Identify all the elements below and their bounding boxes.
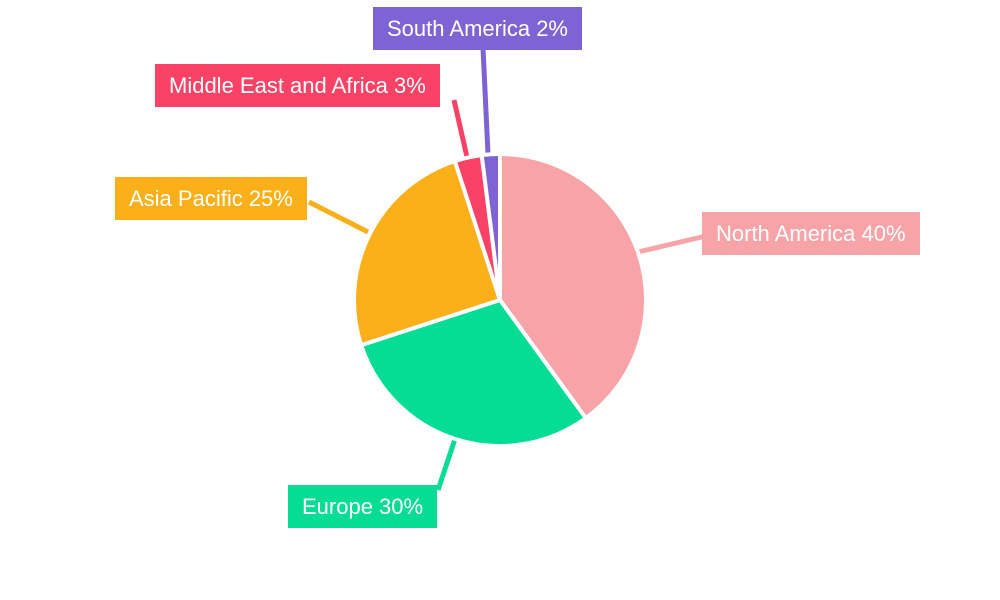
pie-slice-north-america[interactable]	[498, 152, 649, 421]
callout-label-north-america: North America 40%	[702, 212, 920, 255]
callout-label-middle-east-and-africa: Middle East and Africa 3%	[155, 64, 440, 107]
callout-label-europe: Europe 30%	[288, 485, 438, 528]
pie-slice-asia-pacific[interactable]	[352, 159, 502, 348]
leader-line-europe	[435, 435, 459, 491]
pie-slice-south-america[interactable]	[479, 151, 502, 302]
callout-label-asia-pacific: Asia Pacific 25%	[115, 177, 307, 220]
leader-line-north-america	[637, 233, 707, 255]
callout-label-south-america: South America 2%	[373, 7, 582, 50]
leader-line-south-america	[480, 47, 491, 155]
leader-line-middle-east-and-africa	[451, 99, 470, 158]
leader-line-asia-pacific	[307, 199, 370, 235]
pie-slice-europe[interactable]	[359, 298, 588, 448]
